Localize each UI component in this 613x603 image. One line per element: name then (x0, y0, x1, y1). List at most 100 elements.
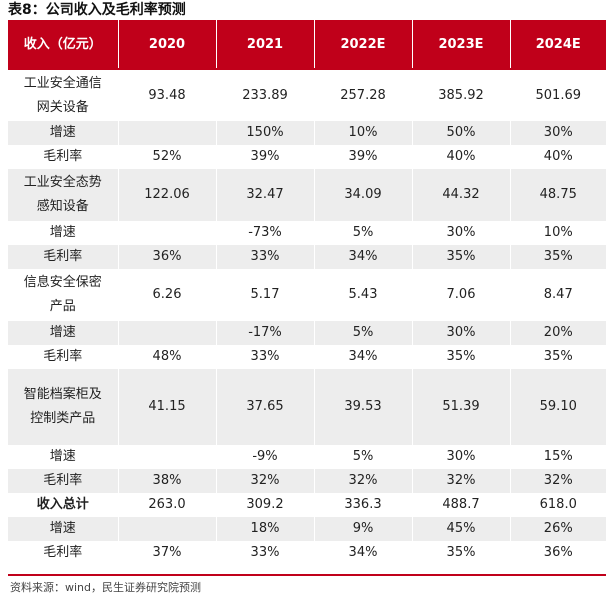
row-value: 501.69 (509, 69, 606, 121)
header-cell-2023e: 2023E (411, 20, 510, 70)
row-value: 32% (215, 469, 314, 493)
row-value: 32% (313, 469, 412, 493)
row-value: 37% (117, 541, 216, 565)
table-row: 增速 150% 10% 50% 30% (8, 121, 606, 145)
row-value (117, 445, 216, 469)
header-cell-2021: 2021 (215, 20, 314, 70)
header-cell-2020: 2020 (117, 20, 216, 70)
row-value (117, 517, 216, 541)
row-value: 48.75 (509, 169, 606, 221)
row-value: 30% (411, 221, 510, 245)
row-label: 增速 (8, 121, 118, 145)
row-value: 336.3 (313, 493, 412, 517)
row-label: 增速 (8, 517, 118, 541)
table-row: 增速 18% 9% 45% 26% (8, 517, 606, 541)
row-value: 20% (509, 321, 606, 345)
row-value: 10% (509, 221, 606, 245)
row-label: 增速 (8, 321, 118, 345)
header-row: 收入（亿元） 2020 2021 2022E 2023E 2024E (8, 20, 606, 70)
row-value: 33% (215, 245, 314, 269)
row-value: 35% (411, 345, 510, 369)
row-value: 233.89 (215, 69, 314, 121)
row-value: 150% (215, 121, 314, 145)
row-value: 44.32 (411, 169, 510, 221)
row-value: 48% (117, 345, 216, 369)
row-label: 毛利率 (8, 469, 118, 493)
table-row: 毛利率 36% 33% 34% 35% 35% (8, 245, 606, 269)
row-label: 信息安全保密产品 (8, 269, 118, 321)
row-value: -73% (215, 221, 314, 245)
row-value (117, 221, 216, 245)
table-row: 工业安全通信网关设备 93.48 233.89 257.28 385.92 501.69 (8, 69, 606, 121)
row-value: 5% (313, 221, 412, 245)
row-value: 34% (313, 345, 412, 369)
header-cell-label: 收入（亿元） (8, 20, 118, 70)
row-value: 59.10 (509, 369, 606, 445)
row-value: 122.06 (117, 169, 216, 221)
table-title: 表8：公司收入及毛利率预测 (8, 2, 186, 18)
row-value: 385.92 (411, 69, 510, 121)
table-row: 智能档案柜及控制类产品 41.15 37.65 39.53 51.39 59.10 (8, 369, 606, 445)
row-value: 32.47 (215, 169, 314, 221)
table-row: 毛利率 52% 39% 39% 40% 40% (8, 145, 606, 169)
row-value: 36% (117, 245, 216, 269)
row-value: 618.0 (509, 493, 606, 517)
row-value: 36% (509, 541, 606, 565)
row-value: 33% (215, 541, 314, 565)
table-row: 收入总计 263.0 309.2 336.3 488.7 618.0 (8, 493, 606, 517)
table-row: 毛利率 48% 33% 34% 35% 35% (8, 345, 606, 369)
row-label: 增速 (8, 445, 118, 469)
row-value: 32% (411, 469, 510, 493)
row-value: -17% (215, 321, 314, 345)
row-value: 15% (509, 445, 606, 469)
row-value: 30% (509, 121, 606, 145)
row-value: 52% (117, 145, 216, 169)
row-label: 工业安全通信网关设备 (8, 69, 118, 121)
row-value: 35% (411, 541, 510, 565)
header-cell-2024e: 2024E (509, 20, 606, 70)
table-bottom-rule (8, 574, 606, 576)
row-value: 5% (313, 445, 412, 469)
row-value: 33% (215, 345, 314, 369)
table-row: 工业安全态势感知设备 122.06 32.47 34.09 44.32 48.75 (8, 169, 606, 221)
row-value: 35% (509, 345, 606, 369)
row-value: 9% (313, 517, 412, 541)
row-label: 工业安全态势感知设备 (8, 169, 118, 221)
row-value: 41.15 (117, 369, 216, 445)
header-cell-2022e: 2022E (313, 20, 412, 70)
table-row: 增速 -9% 5% 30% 15% (8, 445, 606, 469)
forecast-table: 收入（亿元） 2020 2021 2022E 2023E 2024E 工业安全通… (8, 20, 606, 565)
table-body: 工业安全通信网关设备 93.48 233.89 257.28 385.92 501.69 增… (8, 69, 606, 565)
row-value: 32% (509, 469, 606, 493)
row-value: 37.65 (215, 369, 314, 445)
row-value (117, 321, 216, 345)
row-value: 39% (313, 145, 412, 169)
row-value: 38% (117, 469, 216, 493)
row-value: 34% (313, 245, 412, 269)
row-value: 30% (411, 445, 510, 469)
row-value: 40% (509, 145, 606, 169)
row-value: 40% (411, 145, 510, 169)
row-value: 10% (313, 121, 412, 145)
row-value: 35% (509, 245, 606, 269)
row-value: -9% (215, 445, 314, 469)
row-value: 263.0 (117, 493, 216, 517)
row-label: 增速 (8, 221, 118, 245)
row-value: 18% (215, 517, 314, 541)
row-value: 45% (411, 517, 510, 541)
row-value: 51.39 (411, 369, 510, 445)
row-label: 智能档案柜及控制类产品 (8, 369, 118, 445)
row-value: 39.53 (313, 369, 412, 445)
row-value: 93.48 (117, 69, 216, 121)
row-value: 5.17 (215, 269, 314, 321)
row-value: 309.2 (215, 493, 314, 517)
row-value: 30% (411, 321, 510, 345)
row-value (117, 121, 216, 145)
row-value: 39% (215, 145, 314, 169)
table-row: 增速 -17% 5% 30% 20% (8, 321, 606, 345)
row-value: 5.43 (313, 269, 412, 321)
table-row: 信息安全保密产品 6.26 5.17 5.43 7.06 8.47 (8, 269, 606, 321)
row-value: 7.06 (411, 269, 510, 321)
table-row: 毛利率 37% 33% 34% 35% 36% (8, 541, 606, 565)
row-value: 34% (313, 541, 412, 565)
